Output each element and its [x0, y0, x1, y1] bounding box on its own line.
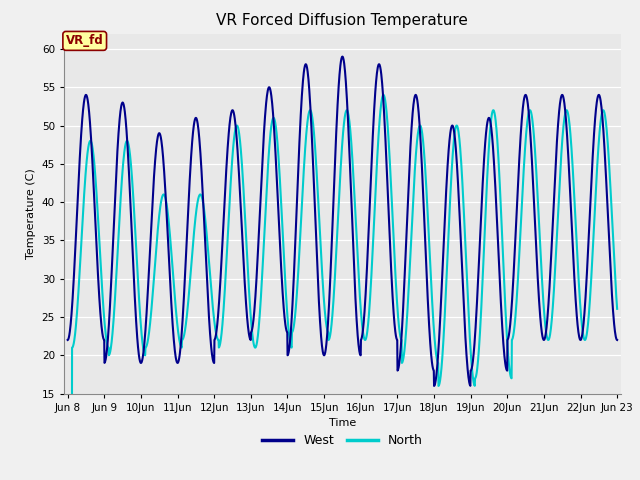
Y-axis label: Temperature (C): Temperature (C)	[26, 168, 36, 259]
Title: VR Forced Diffusion Temperature: VR Forced Diffusion Temperature	[216, 13, 468, 28]
X-axis label: Time: Time	[329, 418, 356, 428]
Legend: West, North: West, North	[257, 429, 428, 452]
Text: VR_fd: VR_fd	[66, 35, 104, 48]
